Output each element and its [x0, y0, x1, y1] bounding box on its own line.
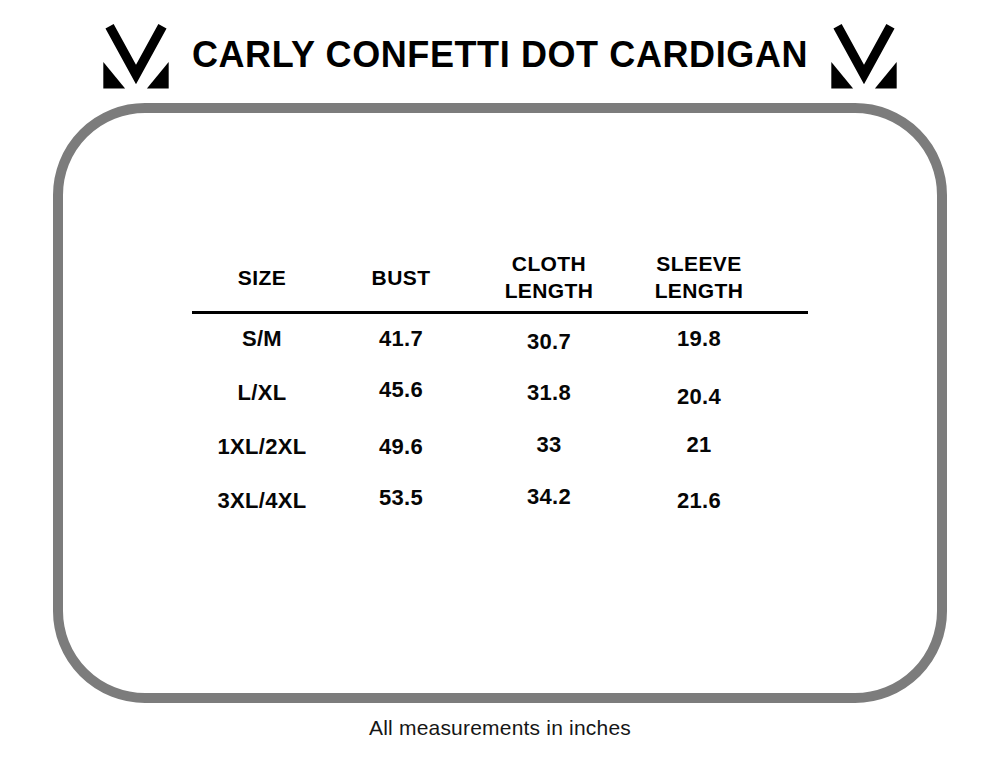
table-row: 1XL/2XL 49.6 33 21	[192, 420, 808, 474]
table-row: L/XL 45.6 31.8 20.4	[192, 366, 808, 420]
cloth-length-cell: 34.2	[470, 470, 628, 524]
cloth-length-cell: 33	[470, 418, 628, 472]
sleeve-length-cell: 21.6	[628, 474, 770, 528]
column-header-size: SIZE	[192, 246, 332, 308]
header-line: BUST	[372, 264, 431, 291]
table-row: S/M 41.7 30.7 19.8	[192, 312, 808, 366]
size-table: SIZE BUST CLOTH LENGTH SLEEVE LENGTH S/M…	[192, 246, 808, 528]
table-header-row: SIZE BUST CLOTH LENGTH SLEEVE LENGTH	[192, 246, 808, 308]
bust-cell: 45.6	[332, 363, 470, 417]
sleeve-length-cell: 19.8	[628, 312, 770, 366]
size-cell: 1XL/2XL	[192, 420, 332, 474]
brand-monogram-icon	[825, 20, 903, 90]
brand-monogram-icon	[97, 20, 175, 90]
header-line: LENGTH	[505, 277, 594, 304]
header-line: SLEEVE	[656, 250, 741, 277]
column-header-bust: BUST	[332, 246, 470, 308]
header-line: SIZE	[238, 264, 286, 291]
table-row: 3XL/4XL 53.5 34.2 21.6	[192, 474, 808, 528]
measurements-note: All measurements in inches	[0, 716, 1000, 740]
cloth-length-cell: 30.7	[470, 315, 628, 369]
cloth-length-cell: 31.8	[470, 366, 628, 420]
sleeve-length-cell: 21	[628, 418, 770, 472]
header-line: LENGTH	[655, 277, 744, 304]
bust-cell: 49.6	[332, 420, 470, 474]
size-chart-page: CARLY CONFETTI DOT CARDIGAN SIZE BUST CL…	[0, 0, 1000, 773]
bust-cell: 41.7	[332, 312, 470, 366]
header-line: CLOTH	[512, 250, 586, 277]
column-header-sleeve-length: SLEEVE LENGTH	[628, 246, 770, 308]
size-cell: L/XL	[192, 366, 332, 420]
column-header-cloth-length: CLOTH LENGTH	[470, 246, 628, 308]
page-title: CARLY CONFETTI DOT CARDIGAN	[192, 34, 808, 76]
header: CARLY CONFETTI DOT CARDIGAN	[0, 16, 1000, 94]
size-cell: S/M	[192, 312, 332, 366]
bust-cell: 53.5	[332, 471, 470, 525]
size-cell: 3XL/4XL	[192, 474, 332, 528]
sleeve-length-cell: 20.4	[628, 370, 770, 424]
